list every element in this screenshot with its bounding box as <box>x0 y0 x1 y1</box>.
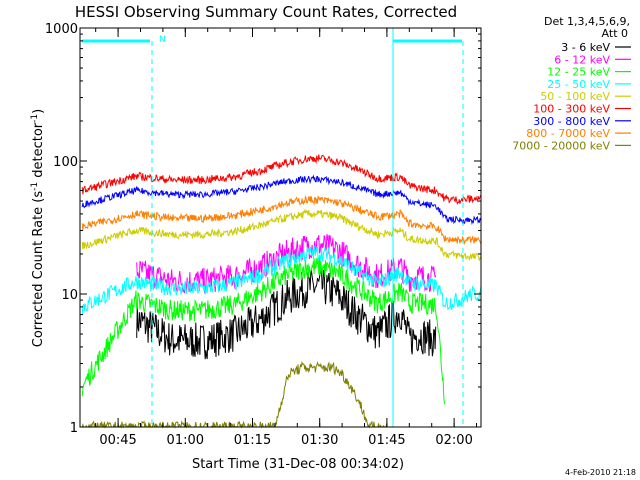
series-line-0 <box>136 268 437 360</box>
legend-label-1: 6 - 12 keV <box>554 53 610 66</box>
legend-label-8: 7000 - 20000 keV <box>512 139 610 152</box>
legend-label-2: 12 - 25 keV <box>547 66 610 79</box>
x-tick-label: 01:00 <box>167 433 204 448</box>
x-tick-label: 00:45 <box>99 433 136 448</box>
series-line-8 <box>81 360 388 429</box>
x-axis-label: Start Time (31-Dec-08 00:34:02) <box>192 457 404 472</box>
y-tick-label: 1000 <box>45 22 78 37</box>
footer-timestamp: 4-Feb-2010 21:18 <box>565 468 636 477</box>
series-layer <box>81 154 482 429</box>
y-tick-label: 10 <box>61 288 78 303</box>
x-tick-label: 01:15 <box>234 433 271 448</box>
y-tick-label: 1 <box>70 421 78 436</box>
legend-label-3: 25 - 50 keV <box>547 78 610 91</box>
axis-layer: 1 10 100 1000 00:45 01:00 01:15 01:30 01:45 02:00 <box>45 22 481 448</box>
x-tick-label: 02:00 <box>435 433 472 448</box>
legend-label-7: 800 - 7000 keV <box>526 127 610 140</box>
legend-header-line-2: Att 0 <box>602 27 628 40</box>
series-line-4 <box>81 208 482 261</box>
y-tick-label: 100 <box>53 155 78 170</box>
x-tick-label: 01:30 <box>301 433 338 448</box>
legend-label-4: 50 - 100 keV <box>540 90 610 103</box>
legend-label-0: 3 - 6 keV <box>561 41 610 54</box>
observing-flags-layer: N <box>82 28 464 427</box>
legend-label-6: 300 - 800 keV <box>533 115 610 128</box>
series-line-5 <box>81 154 482 206</box>
flag-marker-label: N <box>159 35 166 45</box>
plot-frame <box>79 27 482 428</box>
y-axis-label: Corrected Count Rate (s-1 detector-1) <box>30 109 46 347</box>
chart-title: HESSI Observing Summary Count Rates, Cor… <box>75 3 457 21</box>
series-line-2 <box>81 256 445 405</box>
series-line-7 <box>81 195 482 246</box>
x-tick-label: 01:45 <box>368 433 405 448</box>
legend-label-5: 100 - 300 keV <box>533 103 610 116</box>
series-line-3 <box>81 246 482 315</box>
series-line-6 <box>81 174 482 226</box>
legend-header-line-1: Det 1,3,4,5,6,9, <box>544 15 630 28</box>
